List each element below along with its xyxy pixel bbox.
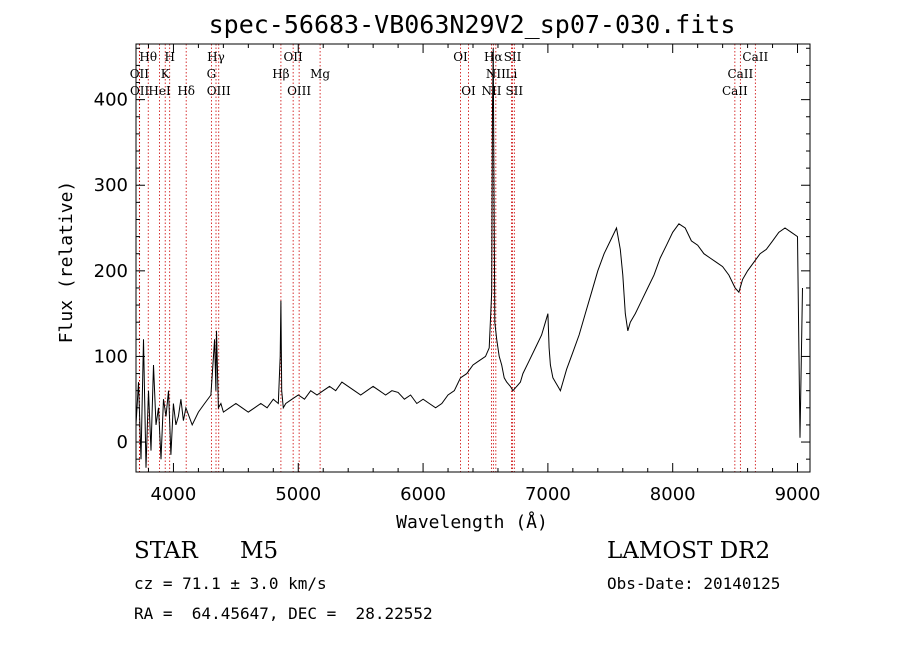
coordinates: RA = 64.45647, DEC = 28.22552 [134, 604, 433, 623]
survey-name: LAMOST DR2 [607, 538, 771, 564]
spectral-line-markers [138, 44, 756, 472]
spectral-line-label: Hθ [139, 50, 157, 64]
spectral-line-label: CaII [742, 50, 768, 64]
spectral-line-label: OI [453, 50, 468, 64]
spectral-line-label: Mg [310, 67, 330, 81]
y-tick-label: 200 [94, 261, 128, 282]
spectral-line-label: OIII [207, 84, 231, 98]
x-tick-label: 9000 [775, 484, 821, 505]
spectral-line-label: Li [506, 67, 518, 81]
spectral-line-label: OII [283, 50, 303, 64]
spectral-line-label: NII [486, 67, 506, 81]
spectral-line-label: H [164, 50, 174, 64]
spectral-line-label: Hγ [207, 50, 225, 64]
x-axis-label: Wavelength (Å) [396, 511, 548, 533]
x-tick-label: 5000 [275, 484, 321, 505]
spectral-line-label: Hβ [272, 67, 289, 81]
spectral-line-label: OI [461, 84, 476, 98]
spectral-line-label: SII [504, 50, 522, 64]
y-tick-label: 300 [94, 175, 128, 196]
chart-title: spec-56683-VB063N29V2_sp07-030.fits [209, 10, 736, 39]
spectral-line-label: OIII [287, 84, 311, 98]
spectral-line-label: Hδ [177, 84, 195, 98]
x-tick-label: 6000 [400, 484, 446, 505]
spectral-line-label: OII [130, 67, 150, 81]
spectral-line-label: SII [505, 84, 523, 98]
x-tick-label: 4000 [151, 484, 197, 505]
spectral-line-label: NII [481, 84, 501, 98]
x-tick-label: 8000 [650, 484, 696, 505]
spectral-line-label: G [207, 67, 217, 81]
spectrum-series-line [135, 48, 803, 468]
y-axis-label: Flux (relative) [56, 181, 77, 344]
spectral-line-label: OII [130, 84, 150, 98]
y-tick-label: 400 [94, 90, 128, 111]
spectral-line-label: HeI [148, 84, 171, 98]
object-subclass: M5 [240, 538, 279, 564]
plot-frame [135, 43, 811, 473]
redshift-info: cz = 71.1 ± 3.0 km/s [134, 574, 327, 593]
x-axis-ticks: 4000 5000 6000 7000 8000 9000 [147, 44, 821, 505]
observation-date: Obs-Date: 20140125 [607, 574, 781, 593]
y-axis-ticks: 0 100 200 300 400 [94, 47, 810, 460]
spectral-line-label: K [161, 67, 171, 81]
y-tick-label: 0 [117, 432, 128, 453]
x-tick-label: 7000 [525, 484, 571, 505]
spectral-line-label: CaII [722, 84, 748, 98]
y-tick-label: 100 [94, 346, 128, 367]
object-class: STAR [134, 538, 198, 564]
spectral-line-label: CaII [727, 67, 753, 81]
